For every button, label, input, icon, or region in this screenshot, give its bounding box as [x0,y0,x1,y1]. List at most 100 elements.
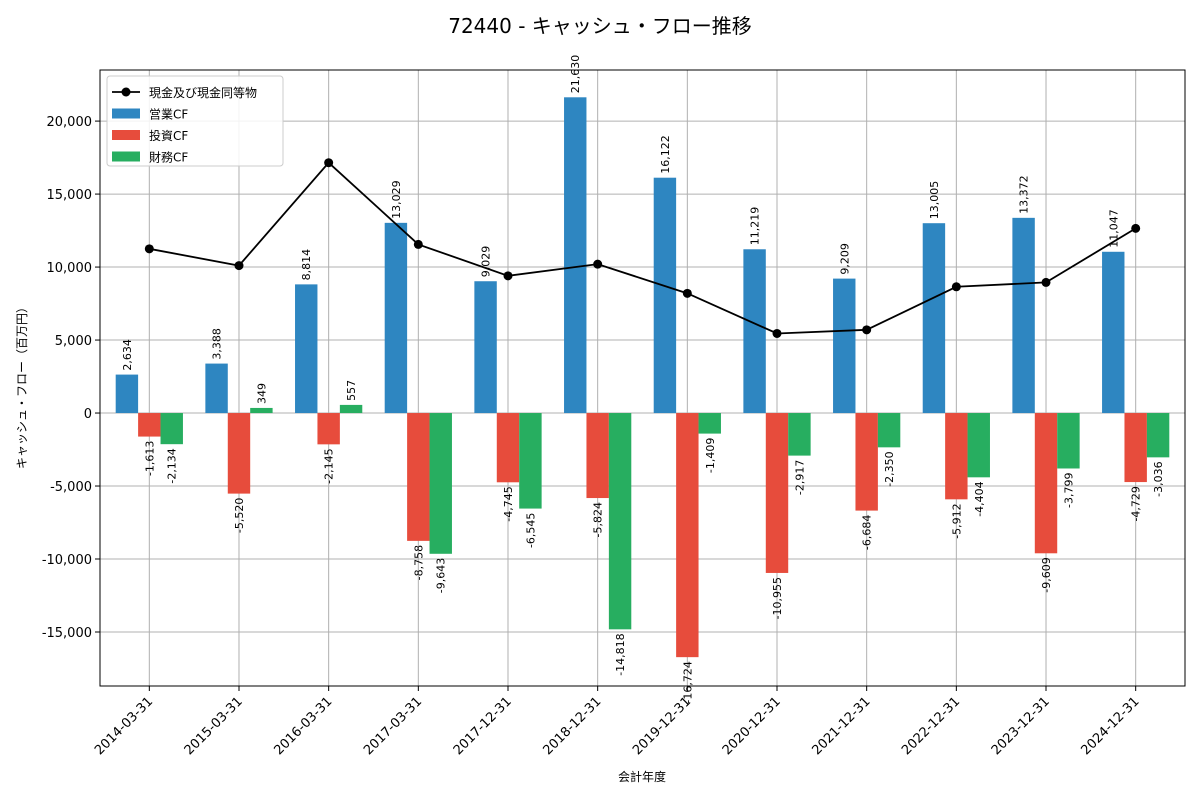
bar-営業CF [653,177,677,414]
bar-value-label: -1,613 [143,441,156,476]
legend-swatch [112,108,140,119]
bar-value-label: -9,643 [435,558,448,593]
y-tick-label: -5,000 [50,480,92,495]
cash-line-point [413,239,423,249]
legend-label: 営業CF [149,108,188,122]
bar-value-label: -5,520 [233,498,246,533]
bar-value-label: 9,029 [480,246,493,278]
x-tick-label: 2017-03-31 [361,694,425,758]
legend-label: 現金及び現金同等物 [149,85,257,100]
plot-frame [99,69,1186,687]
bar-value-label: -2,134 [166,448,179,483]
y-tick-label: -15,000 [42,626,92,641]
chart-title: 72440 - キャッシュ・フロー推移 [448,14,752,38]
bar-value-label: -2,350 [883,451,896,486]
bar-営業CF [295,284,318,414]
bar-投資CF [765,413,789,573]
bar-value-label: 349 [255,383,268,404]
bar-営業CF [384,222,408,414]
bar-投資CF [945,413,968,500]
data-labels: 2,634 3,388 8,814 13,029 9,029 21,630 16,122 11… [121,55,1165,704]
cash-line-point [234,261,244,271]
x-tick-label: 2021-12-31 [809,694,873,758]
bar-value-label: 13,372 [1018,175,1031,214]
x-tick-label: 2019-12-31 [630,694,694,758]
bar-value-label: -5,824 [592,502,605,537]
bar-営業CF [564,97,587,414]
x-tick-label: 2015-03-31 [182,694,246,758]
bar-value-label: -6,684 [861,515,874,550]
bar-営業CF [743,249,766,414]
bar-value-label: -9,609 [1040,557,1053,592]
bars [115,97,1170,658]
bar-財務CF [788,413,811,456]
bar-営業CF [1012,217,1035,414]
x-tick-label: 2017-12-31 [451,694,515,758]
bar-投資CF [496,413,520,483]
cash-line-point [1131,223,1141,233]
bar-value-label: -5,912 [950,503,963,538]
x-tick-label: 2018-12-31 [540,694,604,758]
cash-line-point [862,325,872,335]
y-axis-label: キャッシュ・フロー（百万円） [15,301,29,469]
x-tick-label: 2014-03-31 [92,694,156,758]
bar-投資CF [676,413,699,658]
bar-財務CF [877,413,901,448]
y-tick-label: 15,000 [47,188,93,203]
bar-営業CF [1102,251,1125,414]
cash-line-point [1041,277,1051,287]
y-tick-label: 20,000 [47,115,93,130]
bar-value-label: -3,799 [1062,472,1075,507]
bar-営業CF [115,374,139,414]
bar-value-label: -2,145 [323,448,336,483]
bar-value-label: 557 [345,380,358,401]
bar-財務CF [519,413,542,509]
bar-value-label: 13,005 [928,181,941,220]
bar-財務CF [160,413,183,445]
bar-value-label: 16,122 [659,135,672,174]
bar-財務CF [429,413,452,554]
y-axis: -15,000 -10,000 -5,000 0 5,000 10,000 15,000 20… [42,115,100,641]
bar-財務CF [967,413,990,478]
x-tick-label: 2020-12-31 [720,694,784,758]
cash-line-point [503,271,513,281]
y-tick-label: 10,000 [47,261,93,276]
bar-value-label: -4,404 [973,481,986,516]
bar-財務CF [339,404,363,414]
y-tick-label: -10,000 [42,553,92,568]
bar-財務CF [1057,413,1080,469]
x-tick-label: 2022-12-31 [899,694,963,758]
cash-line-point [772,328,782,338]
bar-投資CF [855,413,878,511]
bar-投資CF [1034,413,1058,554]
legend-swatch [112,151,140,162]
cash-line-point [951,282,961,292]
bar-value-label: -14,818 [614,633,627,675]
bar-value-label: 3,388 [211,328,224,360]
bar-value-label: -4,729 [1130,486,1143,521]
legend-box [106,75,284,167]
gridlines [100,70,1185,686]
bar-value-label: 13,029 [390,180,403,219]
legend-label: 投資CF [149,128,188,143]
legend-marker [121,87,131,97]
cash-line-point [324,158,334,168]
bar-value-label: -10,955 [771,577,784,619]
bar-財務CF [698,413,721,434]
bar-value-label: -1,409 [704,438,717,473]
bar-投資CF [407,413,430,541]
bar-value-label: 2,634 [121,339,134,371]
bar-value-label: 11,219 [749,207,762,246]
bar-value-label: 11,047 [1107,209,1120,248]
bar-営業CF [474,281,497,414]
x-tick-label: 2024-12-31 [1078,694,1142,758]
cash-line-point [593,259,603,269]
bar-value-label: 9,209 [838,243,851,275]
bar-営業CF [922,223,946,414]
x-tick-label: 2016-03-31 [271,694,335,758]
bar-営業CF [833,278,856,414]
cash-line-point [682,288,692,298]
x-axis: 2014-03-31 2015-03-31 2016-03-31 2017-03-31… [92,686,1143,758]
cash-line-point [144,244,154,254]
